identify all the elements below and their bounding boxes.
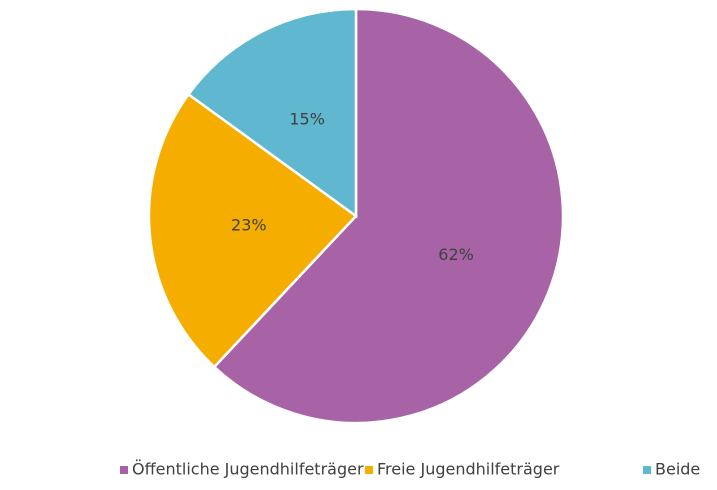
data-label: 15% [289,110,325,129]
data-label: 23% [231,216,267,235]
legend-label: Freie Jugendhilfeträger [377,460,560,479]
legend-swatch [365,466,373,474]
legend-label: Öffentliche Jugendhilfeträger [132,460,364,479]
pie-slice [186,7,358,219]
pie-slice [147,92,358,369]
legend-swatch [643,466,651,474]
legend-label: Beide [655,460,700,479]
legend-swatch [120,466,128,474]
data-label: 62% [438,245,474,264]
pie-slice [212,7,565,425]
